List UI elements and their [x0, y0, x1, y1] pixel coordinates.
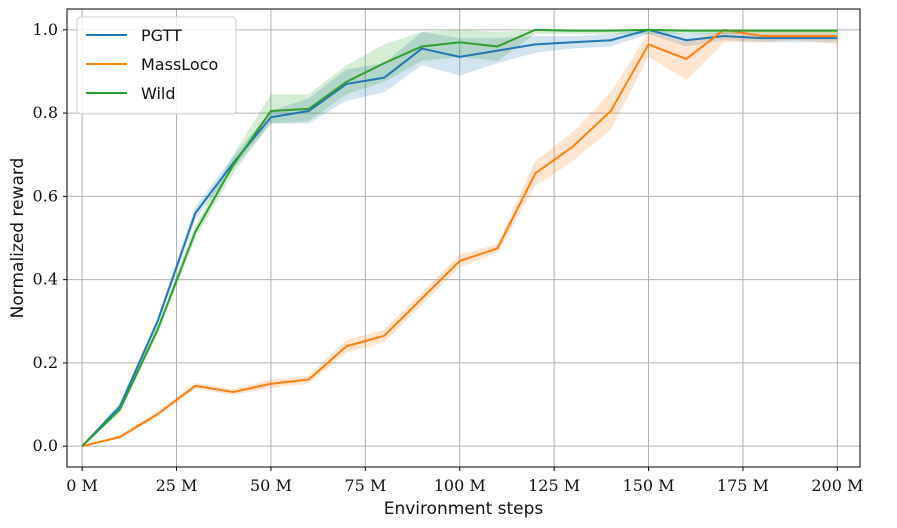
- series-lines: [81, 28, 838, 448]
- plot-frame: [66, 8, 861, 468]
- y-tick-label: 0.8: [33, 103, 58, 122]
- legend: PGTT MassLoco Wild: [76, 16, 237, 115]
- x-axis-label: Environment steps: [384, 499, 544, 519]
- legend-box: [76, 16, 237, 115]
- y-tick-label: 0.4: [33, 270, 58, 289]
- x-tick-label: 125 M: [528, 476, 580, 495]
- legend-label-wild: Wild: [141, 84, 176, 103]
- x-tick-label: 175 M: [717, 476, 769, 495]
- y-axis-ticks: 0.0 0.2 0.4 0.6 0.8 1.0: [33, 20, 67, 455]
- x-tick-label: 200 M: [811, 476, 863, 495]
- series-line-massloco: [81, 28, 838, 448]
- x-tick-label: 50 M: [250, 476, 292, 495]
- legend-label-massloco: MassLoco: [141, 55, 218, 74]
- series-line-pgtt: [81, 28, 838, 447]
- y-tick-label: 0.2: [33, 353, 58, 372]
- y-tick-label: 0.0: [33, 436, 58, 455]
- y-tick-label: 1.0: [33, 20, 58, 39]
- x-tick-label: 75 M: [344, 476, 386, 495]
- x-tick-label: 100 M: [434, 476, 486, 495]
- y-tick-label: 0.6: [33, 186, 58, 205]
- series-line-wild: [81, 28, 838, 447]
- x-tick-label: 0 M: [66, 476, 98, 495]
- y-axis-label: Normalized reward: [8, 158, 28, 319]
- x-tick-label: 25 M: [156, 476, 198, 495]
- legend-label-pgtt: PGTT: [141, 26, 182, 45]
- grid-lines: [67, 9, 860, 467]
- x-axis-ticks: 0 M 25 M 50 M 75 M 100 M 125 M 150 M 175 M 200 M: [66, 467, 863, 495]
- x-tick-label: 150 M: [623, 476, 675, 495]
